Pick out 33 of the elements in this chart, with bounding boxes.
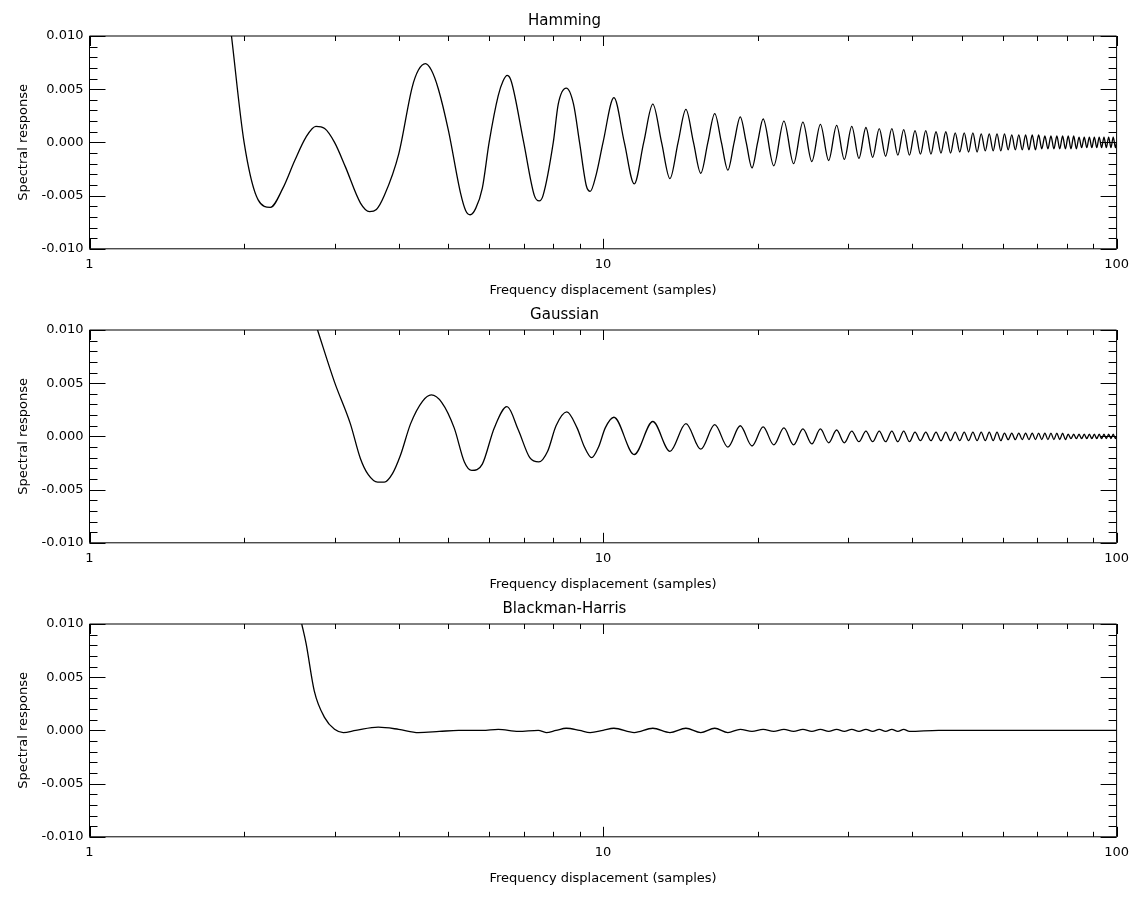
- y-tick-label: -0.005: [41, 186, 84, 202]
- x-axis-title: Frequency displacement (samples): [489, 869, 717, 885]
- x-tick-label: 100: [1104, 549, 1130, 565]
- y-tick-label: 0.005: [46, 80, 84, 96]
- x-tick-label: 1: [85, 549, 94, 565]
- y-tick-label: 0.010: [46, 27, 84, 43]
- y-axis-title: Spectral response: [15, 671, 31, 789]
- chart-title: Hamming: [528, 10, 601, 29]
- x-tick-label: 100: [1104, 255, 1130, 271]
- y-tick-label: -0.010: [41, 534, 84, 550]
- x-tick-label: 1: [85, 843, 94, 859]
- x-tick-label: 10: [594, 843, 612, 859]
- y-axis-title: Spectral response: [15, 377, 31, 495]
- x-axis-title: Frequency displacement (samples): [489, 281, 717, 297]
- chart-title: Gaussian: [530, 304, 599, 323]
- y-tick-label: -0.005: [41, 480, 84, 496]
- x-tick-label: 10: [594, 549, 612, 565]
- x-axis-title: Frequency displacement (samples): [489, 575, 717, 591]
- y-tick-label: 0.005: [46, 374, 84, 390]
- y-tick-label: -0.010: [41, 828, 84, 844]
- y-tick-label: -0.005: [41, 774, 84, 790]
- y-tick-label: -0.010: [41, 240, 84, 256]
- y-tick-label: 0.010: [46, 321, 84, 337]
- y-tick-label: 0.005: [46, 668, 84, 684]
- x-tick-label: 1: [85, 255, 94, 271]
- y-axis-title: Spectral response: [15, 83, 31, 201]
- y-tick-label: 0.000: [46, 721, 84, 737]
- y-tick-label: 0.010: [46, 615, 84, 631]
- chart-title: Blackman-Harris: [502, 598, 627, 617]
- x-tick-label: 10: [594, 255, 612, 271]
- y-tick-label: 0.000: [46, 133, 84, 149]
- x-tick-label: 100: [1104, 843, 1130, 859]
- y-tick-label: 0.000: [46, 427, 84, 443]
